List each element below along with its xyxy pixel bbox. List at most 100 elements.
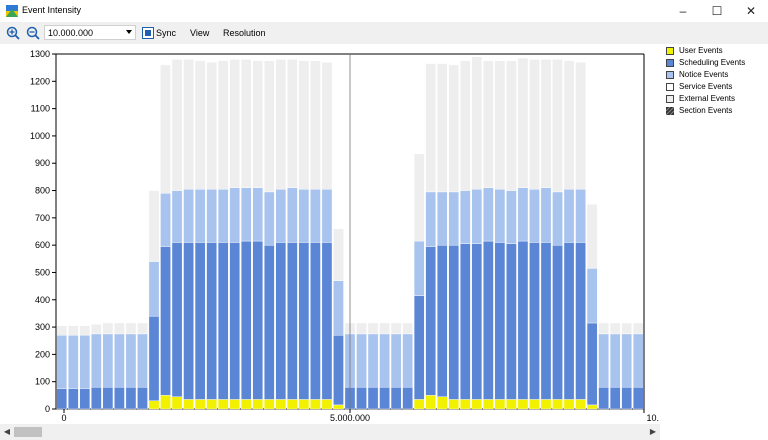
bar-segment (494, 242, 506, 400)
bar-segment (517, 57, 529, 189)
bar-segment (471, 188, 483, 244)
bar-segment (264, 244, 275, 400)
legend-label: Service Events (679, 82, 733, 91)
bar-segment (436, 396, 448, 410)
toolbar: 10.000.000 Sync View Resolution (0, 22, 768, 44)
horizontal-scrollbar[interactable]: ◀ ▶ (0, 424, 660, 440)
bar-segment (287, 187, 298, 243)
zoom-in-icon[interactable] (6, 25, 20, 41)
bar-segment (217, 188, 229, 243)
bar-segment (183, 188, 194, 243)
y-tick-label: 500 (35, 267, 50, 277)
bar-segment (91, 333, 102, 388)
x-tick-label: 10. (646, 413, 659, 423)
bar-segment (563, 60, 575, 190)
chevron-down-icon (126, 30, 132, 34)
sync-icon[interactable] (142, 25, 154, 41)
bar-segment (425, 191, 436, 247)
bar-segment (413, 399, 425, 410)
bar-segment (206, 188, 217, 243)
bar-segment (171, 190, 183, 243)
bar-segment (540, 399, 552, 410)
bar-segment (287, 242, 298, 400)
bar-segment (621, 322, 632, 335)
bar-segment (460, 399, 471, 410)
bar-segment (298, 188, 310, 243)
legend-label: Scheduling Events (679, 58, 746, 67)
bar-segment (148, 400, 160, 410)
bar-segment (390, 333, 402, 388)
bar-segment (79, 335, 91, 389)
bar-segment (367, 333, 379, 388)
bar-segment (448, 399, 460, 410)
zoom-select[interactable]: 10.000.000 (44, 25, 136, 40)
bar-segment (552, 191, 563, 246)
bar-segment (229, 187, 240, 243)
bar-segment (379, 386, 390, 410)
y-tick-label: 600 (35, 240, 50, 250)
bar-segment (529, 188, 540, 243)
scroll-right-icon[interactable]: ▶ (649, 427, 657, 436)
bar-segment (390, 386, 402, 410)
bar-segment (275, 242, 287, 400)
y-tick-label: 0 (45, 404, 50, 414)
sync-button[interactable]: Sync (156, 28, 177, 38)
bar-segment (632, 333, 644, 388)
bar-segment (137, 333, 148, 388)
bar-segment (298, 242, 310, 400)
bar-segment (91, 324, 102, 335)
bar-segment (436, 244, 448, 397)
bar-segment (298, 399, 310, 410)
scrollbar-thumb[interactable] (14, 427, 42, 437)
bar-segment (171, 59, 183, 191)
chart-area[interactable]: 0 100 200 300 400 500 600 700 800 900 1000 1100 1200… (0, 44, 660, 424)
bar-segment (448, 64, 460, 193)
view-menu[interactable]: View (190, 28, 210, 38)
bar-segment (252, 187, 264, 242)
bar-segment (137, 322, 148, 335)
bar-segment (471, 56, 483, 190)
bar-segment (483, 187, 494, 242)
bar-segment (621, 333, 632, 388)
bar-segment (575, 61, 586, 190)
bar-segment (436, 191, 448, 246)
y-tick-label: 1300 (30, 49, 50, 59)
bar-segment (402, 322, 413, 335)
service-events-swatch (666, 83, 674, 91)
bar-segment (68, 325, 79, 336)
bar-segment (206, 399, 217, 410)
notice-events-swatch (666, 71, 674, 79)
maximize-button[interactable]: ☐ (711, 4, 723, 18)
bar-segment (171, 396, 183, 410)
bar-segment (563, 188, 575, 243)
bar-segment (598, 333, 609, 388)
bar-segment (390, 322, 402, 335)
zoom-out-icon[interactable] (26, 25, 40, 41)
bar-segment (448, 244, 460, 400)
bar-segment (598, 386, 609, 410)
bar-segment (68, 335, 79, 389)
bar-segment (148, 190, 160, 262)
close-button[interactable]: ✕ (745, 4, 757, 18)
bar-segment (483, 60, 494, 189)
bar-segment (252, 60, 264, 189)
bar-segment (356, 386, 367, 410)
resolution-menu[interactable]: Resolution (223, 28, 266, 38)
bar-segment (552, 244, 563, 400)
bar-segment (194, 188, 206, 243)
bar-segment (471, 243, 483, 400)
bar-segment (229, 242, 240, 400)
minimize-button[interactable]: – (679, 4, 687, 18)
bar-segment (68, 388, 79, 410)
bar-segment (217, 60, 229, 190)
bar-segment (609, 333, 621, 388)
bar-segment (125, 322, 137, 335)
bar-segment (310, 60, 321, 190)
bar-segment (483, 240, 494, 400)
bar-segment (575, 242, 586, 400)
bar-segment (413, 153, 425, 242)
bar-segment (321, 188, 333, 243)
scroll-left-icon[interactable]: ◀ (3, 427, 11, 436)
bar-segment (206, 242, 217, 400)
bar-segment (310, 242, 321, 400)
